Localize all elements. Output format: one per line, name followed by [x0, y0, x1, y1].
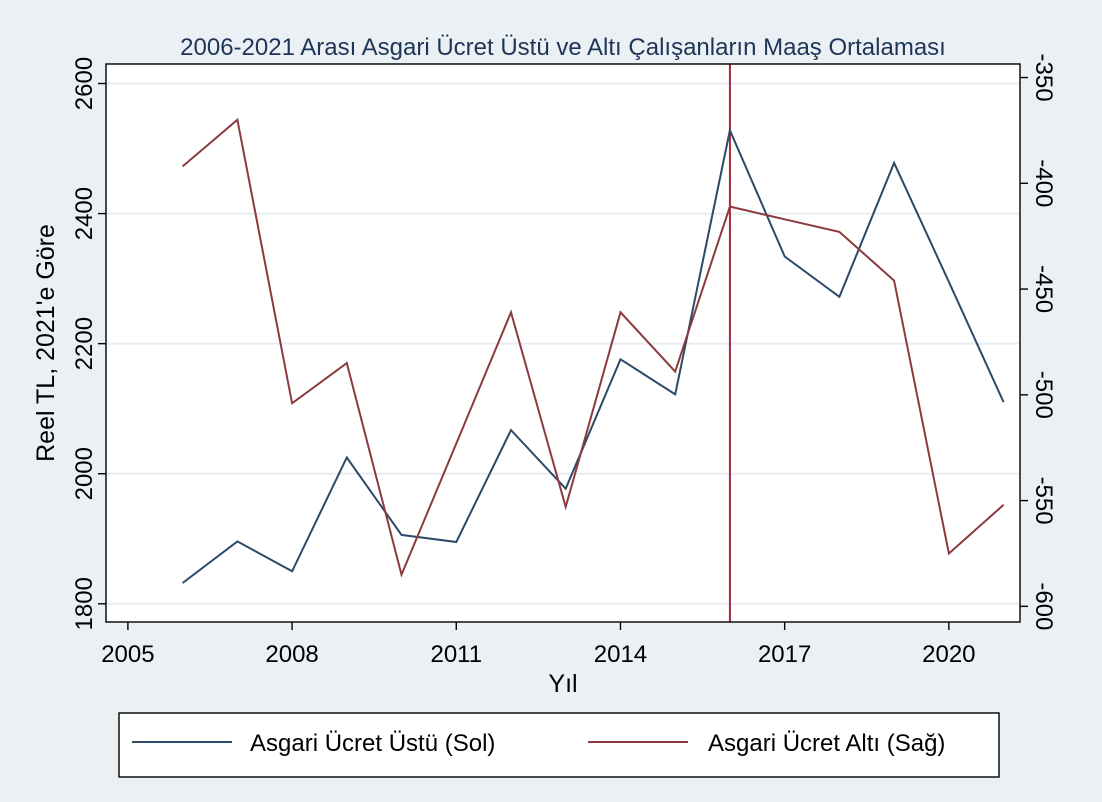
y2-tick-label--450: -450	[1030, 265, 1057, 313]
legend-box	[118, 712, 1000, 778]
y-tick-label-2400: 2400	[71, 187, 98, 240]
x-tick-label-2008: 2008	[265, 641, 318, 668]
y-tick-label-2600: 2600	[71, 57, 98, 110]
chart-title: 2006-2021 Arası Asgari Ücret Üstü ve Alt…	[180, 34, 946, 61]
x-tick-label-2014: 2014	[594, 641, 647, 668]
x-axis-label: Yıl	[548, 670, 577, 698]
x-tick-label-2017: 2017	[758, 641, 811, 668]
y-tick-label-2000: 2000	[71, 447, 98, 500]
y2-tick-label--400: -400	[1030, 159, 1057, 207]
series-lines	[181, 117, 1005, 584]
legend-label-alt: Asgari Ücret Altı (Sağ)	[708, 730, 945, 757]
y-axis-label: Reel TL, 2021'e Göre	[32, 224, 60, 462]
grid	[106, 82, 1020, 605]
x-tick-label-2020: 2020	[922, 641, 975, 668]
legend: Asgari Ücret Üstü (Sol) Asgari Ücret Alt…	[118, 712, 1000, 778]
y2-tick-label--500: -500	[1030, 371, 1057, 419]
series-line-alt	[181, 117, 1005, 578]
y-tick-label-2200: 2200	[71, 317, 98, 370]
axes: 1800 2000 2200 2400 2600 -350 -400 -450 -500 -550…	[71, 54, 1057, 668]
y-tick-label-1800: 1800	[71, 577, 98, 630]
y2-tick-label--600: -600	[1030, 582, 1057, 630]
y2-tick-label--550: -550	[1030, 477, 1057, 525]
x-tick-label-2005: 2005	[101, 641, 154, 668]
legend-label-ust: Asgari Ücret Üstü (Sol)	[250, 730, 495, 757]
y2-tick-label--350: -350	[1030, 54, 1057, 102]
x-tick-label-2011: 2011	[430, 641, 482, 668]
series-line-ust	[181, 127, 1005, 584]
